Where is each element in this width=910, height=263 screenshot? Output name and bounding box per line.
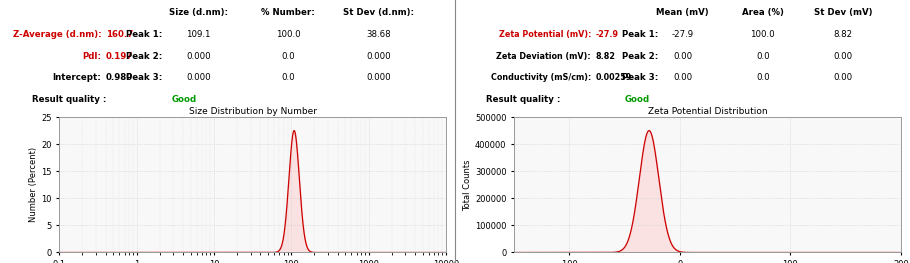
Text: 109.1: 109.1 [186, 30, 210, 39]
Text: PdI:: PdI: [83, 52, 101, 61]
Text: 0.00: 0.00 [834, 73, 853, 82]
Text: Peak 1:: Peak 1: [126, 30, 162, 39]
Text: Intercept:: Intercept: [53, 73, 101, 82]
Text: 0.000: 0.000 [366, 73, 390, 82]
Text: Zeta Potential (mV):: Zeta Potential (mV): [499, 30, 592, 39]
Text: Good: Good [624, 95, 650, 104]
Text: 0.00: 0.00 [834, 52, 853, 61]
Text: 8.82: 8.82 [834, 30, 853, 39]
Text: Mean (mV): Mean (mV) [656, 8, 709, 17]
Text: 0.000: 0.000 [186, 73, 210, 82]
Text: Result quality :: Result quality : [486, 95, 561, 104]
Text: Peak 3:: Peak 3: [126, 73, 162, 82]
Text: 8.82: 8.82 [595, 52, 615, 61]
Text: 0.00259: 0.00259 [595, 73, 632, 82]
Text: 0.980: 0.980 [106, 73, 133, 82]
Text: St Dev (mV): St Dev (mV) [814, 8, 873, 17]
Text: Size (d.nm):: Size (d.nm): [168, 8, 228, 17]
Text: 0.000: 0.000 [366, 52, 390, 61]
Text: Peak 2:: Peak 2: [622, 52, 659, 61]
Text: -27.9: -27.9 [672, 30, 693, 39]
Text: 0.00: 0.00 [672, 73, 693, 82]
Text: 160.7: 160.7 [106, 30, 133, 39]
Text: Peak 2:: Peak 2: [126, 52, 162, 61]
Text: Result quality :: Result quality : [32, 95, 106, 104]
Text: 0.0: 0.0 [281, 52, 295, 61]
Text: 38.68: 38.68 [366, 30, 390, 39]
Text: 0.0: 0.0 [281, 73, 295, 82]
Text: Good: Good [171, 95, 197, 104]
Text: 0.00: 0.00 [672, 52, 693, 61]
Text: St Dev (d.nm):: St Dev (d.nm): [343, 8, 414, 17]
Y-axis label: Total Counts: Total Counts [463, 159, 472, 210]
Text: 0.0: 0.0 [756, 52, 770, 61]
Y-axis label: Number (Percent): Number (Percent) [29, 147, 38, 222]
Text: -27.9: -27.9 [595, 30, 619, 39]
Title: Size Distribution by Number: Size Distribution by Number [188, 107, 317, 116]
Text: Area (%): Area (%) [742, 8, 784, 17]
Text: Zeta Deviation (mV):: Zeta Deviation (mV): [497, 52, 592, 61]
Text: Peak 1:: Peak 1: [622, 30, 659, 39]
Text: Conductivity (mS/cm):: Conductivity (mS/cm): [490, 73, 592, 82]
Text: Z-Average (d.nm):: Z-Average (d.nm): [13, 30, 101, 39]
Title: Zeta Potential Distribution: Zeta Potential Distribution [648, 107, 767, 116]
Text: 0.0: 0.0 [756, 73, 770, 82]
Text: % Number:: % Number: [261, 8, 315, 17]
Text: Peak 3:: Peak 3: [622, 73, 659, 82]
Text: 100.0: 100.0 [751, 30, 775, 39]
Text: 0.197: 0.197 [106, 52, 133, 61]
Text: 0.000: 0.000 [186, 52, 210, 61]
Text: 100.0: 100.0 [276, 30, 300, 39]
